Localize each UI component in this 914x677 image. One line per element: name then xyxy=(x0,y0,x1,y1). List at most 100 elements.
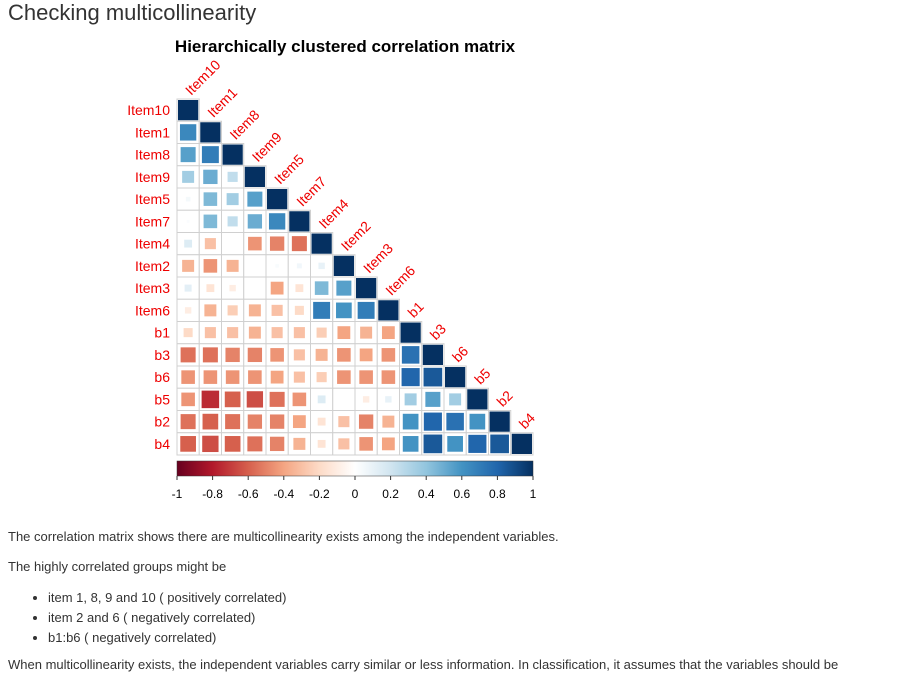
colorbar-tick-label: -1 xyxy=(172,487,183,501)
correlation-square xyxy=(180,147,196,163)
row-label: Item4 xyxy=(135,236,170,252)
row-label: b1 xyxy=(154,325,170,341)
column-label: Item8 xyxy=(226,106,262,142)
correlation-square xyxy=(244,166,265,187)
correlation-square xyxy=(317,439,326,448)
correlation-square xyxy=(338,416,350,428)
correlation-square xyxy=(336,302,352,319)
correlation-square xyxy=(378,300,399,321)
correlation-square xyxy=(423,412,442,431)
correlation-square xyxy=(181,370,195,384)
correlation-square xyxy=(246,391,264,408)
row-label: Item7 xyxy=(135,213,170,229)
correlation-square xyxy=(203,192,218,206)
row-label: Item2 xyxy=(135,258,170,274)
row-label: Item6 xyxy=(135,302,170,318)
correlation-square xyxy=(293,371,305,383)
correlation-square xyxy=(337,348,351,362)
correlation-square xyxy=(289,211,310,232)
correlation-square xyxy=(423,367,443,387)
correlation-square xyxy=(381,370,396,384)
colorbar-tick-label: 0.8 xyxy=(489,487,506,501)
correlation-square xyxy=(225,347,240,363)
correlation-square xyxy=(360,326,373,339)
correlation-square xyxy=(227,171,238,182)
correlation-square xyxy=(184,284,192,292)
correlation-square xyxy=(336,280,352,296)
correlation-square xyxy=(381,437,395,451)
grid-cell xyxy=(332,387,356,411)
correlation-square xyxy=(270,348,284,362)
correlation-square xyxy=(469,413,486,430)
correlation-square xyxy=(269,236,285,251)
correlation-square xyxy=(359,370,373,384)
column-label: Item1 xyxy=(204,84,240,120)
column-label: Item4 xyxy=(315,195,351,231)
correlation-square xyxy=(183,328,193,338)
correlation-square xyxy=(338,438,350,450)
colorbar-gradient xyxy=(176,460,534,477)
correlation-square xyxy=(293,437,306,450)
grid-cell xyxy=(221,232,245,256)
correlation-square xyxy=(185,196,191,202)
correlation-square xyxy=(446,412,464,431)
correlation-square xyxy=(206,284,215,293)
column-label: Item9 xyxy=(249,129,285,165)
correlation-square xyxy=(337,326,351,340)
column-label: b3 xyxy=(427,320,449,342)
correlation-square xyxy=(247,191,263,207)
correlation-square xyxy=(489,411,510,432)
correlation-square xyxy=(381,326,395,340)
correlation-square xyxy=(268,213,286,230)
correlation-square xyxy=(404,393,417,406)
column-label: Item3 xyxy=(360,240,396,276)
page-heading: Checking multicollinearity xyxy=(8,0,257,25)
correlation-square xyxy=(359,437,373,451)
correlation-square xyxy=(468,434,487,453)
correlation-square xyxy=(182,259,195,272)
correlation-square xyxy=(227,305,238,316)
row-label: Item8 xyxy=(135,147,170,163)
row-label: b3 xyxy=(154,347,170,363)
row-label: b6 xyxy=(154,369,170,385)
correlation-square xyxy=(292,392,307,407)
matrix-cells xyxy=(178,100,532,454)
chart-title: Hierarchically clustered correlation mat… xyxy=(175,37,516,56)
correlation-square xyxy=(226,193,239,206)
correlation-square xyxy=(181,392,195,407)
correlation-square xyxy=(270,281,284,295)
column-label: Item5 xyxy=(271,151,307,187)
correlation-square xyxy=(511,433,532,454)
correlation-square xyxy=(204,327,216,339)
colorbar-tick-label: -0.8 xyxy=(202,487,223,501)
correlation-square xyxy=(402,413,419,430)
correlation-square xyxy=(382,415,395,428)
correlation-square xyxy=(248,236,262,251)
row-label: Item9 xyxy=(135,169,170,185)
row-label: b4 xyxy=(154,436,170,452)
colorbar: -1 -0.8 -0.6 -0.4 -0.2 0 0.2 0.4 0.6 0.8 1 xyxy=(172,460,537,501)
correlation-square xyxy=(359,348,373,362)
colorbar-tick-label: 0.4 xyxy=(418,487,435,501)
correlation-square xyxy=(294,305,304,315)
correlation-square xyxy=(248,370,262,384)
correlated-groups-list: item 1, 8, 9 and 10 ( positively correla… xyxy=(30,588,286,648)
colorbar-tick-label: -0.6 xyxy=(238,487,259,501)
correlation-square xyxy=(315,348,328,361)
correlation-square xyxy=(222,144,243,165)
correlation-square xyxy=(292,415,306,429)
correlation-square xyxy=(425,391,441,407)
correlation-square xyxy=(293,349,305,361)
correlation-square xyxy=(271,327,283,339)
correlation-square xyxy=(203,259,218,273)
correlation-square xyxy=(202,347,218,363)
colorbar-tick-label: 0.2 xyxy=(382,487,399,501)
correlation-square xyxy=(270,370,284,384)
correlation-square xyxy=(203,370,218,384)
correlation-square xyxy=(201,146,219,164)
correlation-square xyxy=(275,264,279,268)
colorbar-tick-label: 0 xyxy=(352,487,359,501)
correlation-square xyxy=(248,304,261,317)
column-label: Item6 xyxy=(382,262,418,298)
correlation-square xyxy=(226,259,239,272)
